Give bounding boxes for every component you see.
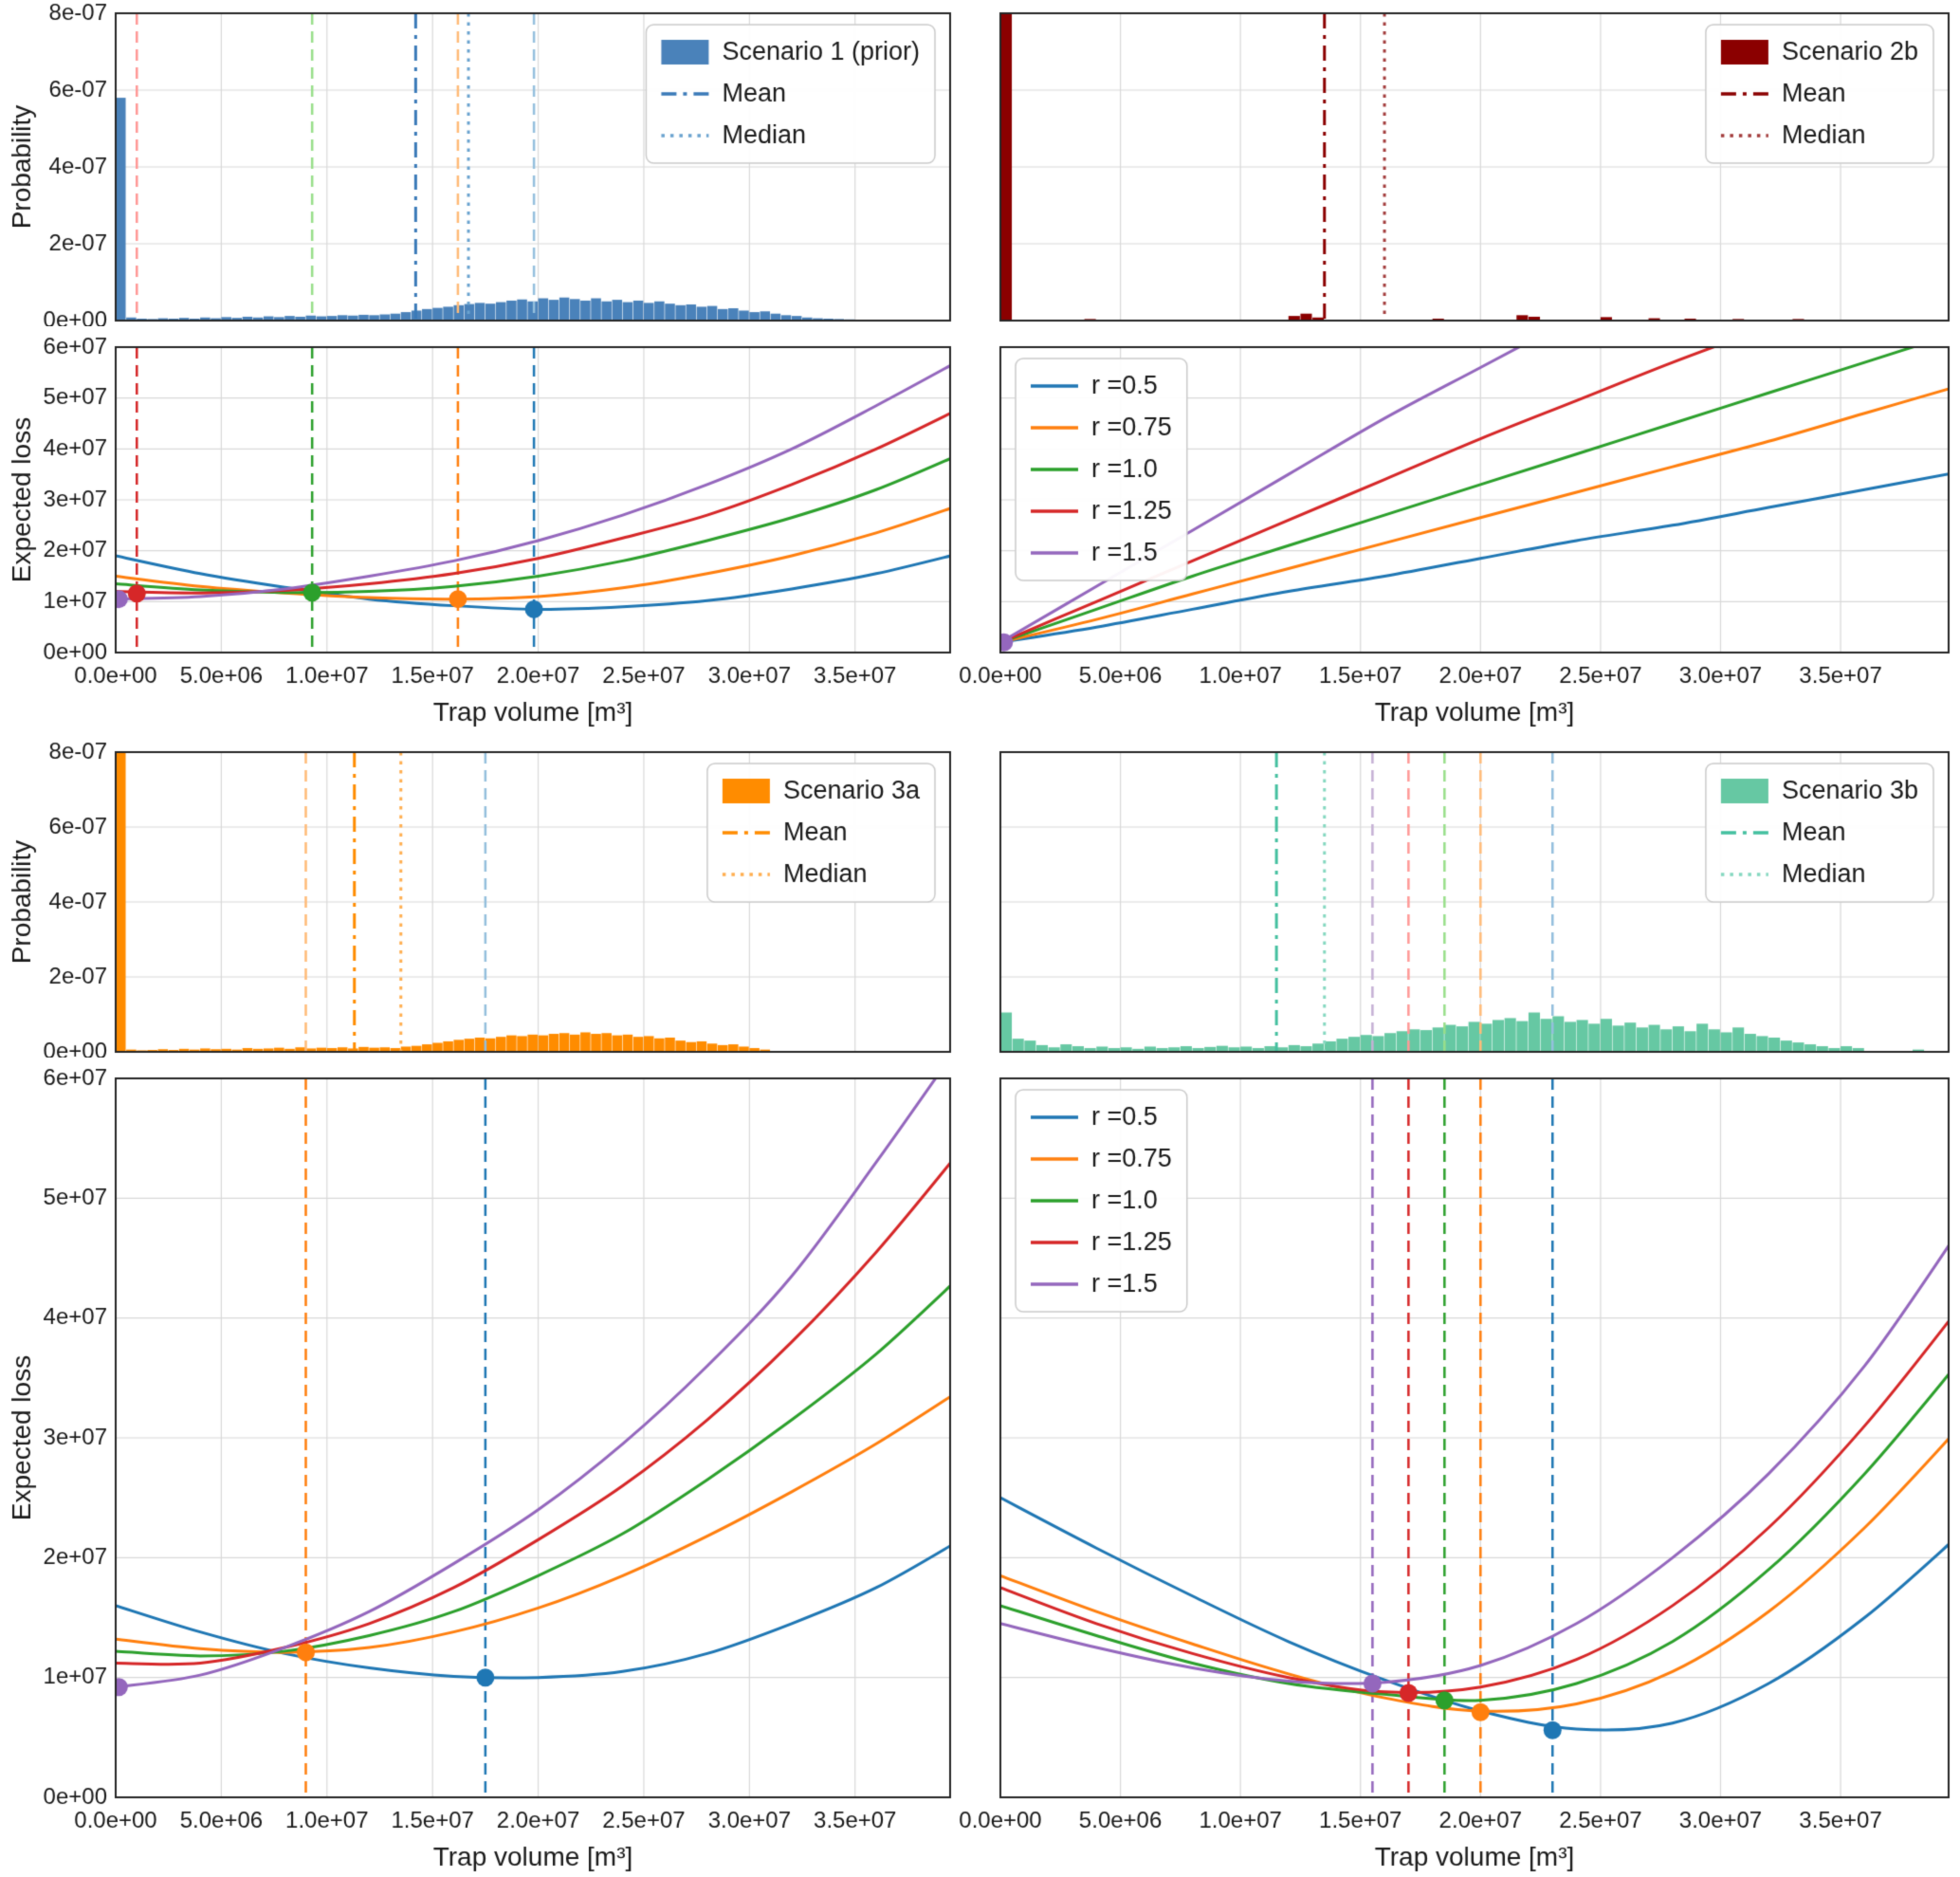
scenario-3a-expected-loss-chart xyxy=(0,1064,955,1877)
scenario-3a-probability-histogram xyxy=(0,738,955,1058)
scenario-3b-expected-loss-chart xyxy=(955,1064,1960,1877)
scenario-1-expected-loss-chart xyxy=(0,334,955,732)
scenario-3b-probability-histogram xyxy=(955,738,1960,1058)
panel-scenario-3a xyxy=(0,738,955,1877)
panel-scenario-1 xyxy=(0,0,955,733)
panel-scenario-3b xyxy=(955,738,1960,1877)
scenario-2b-expected-loss-chart xyxy=(955,334,1960,732)
panel-scenario-2b xyxy=(955,0,1960,733)
scenario-2b-probability-histogram xyxy=(955,0,1960,326)
scenario-1-probability-histogram xyxy=(0,0,955,326)
